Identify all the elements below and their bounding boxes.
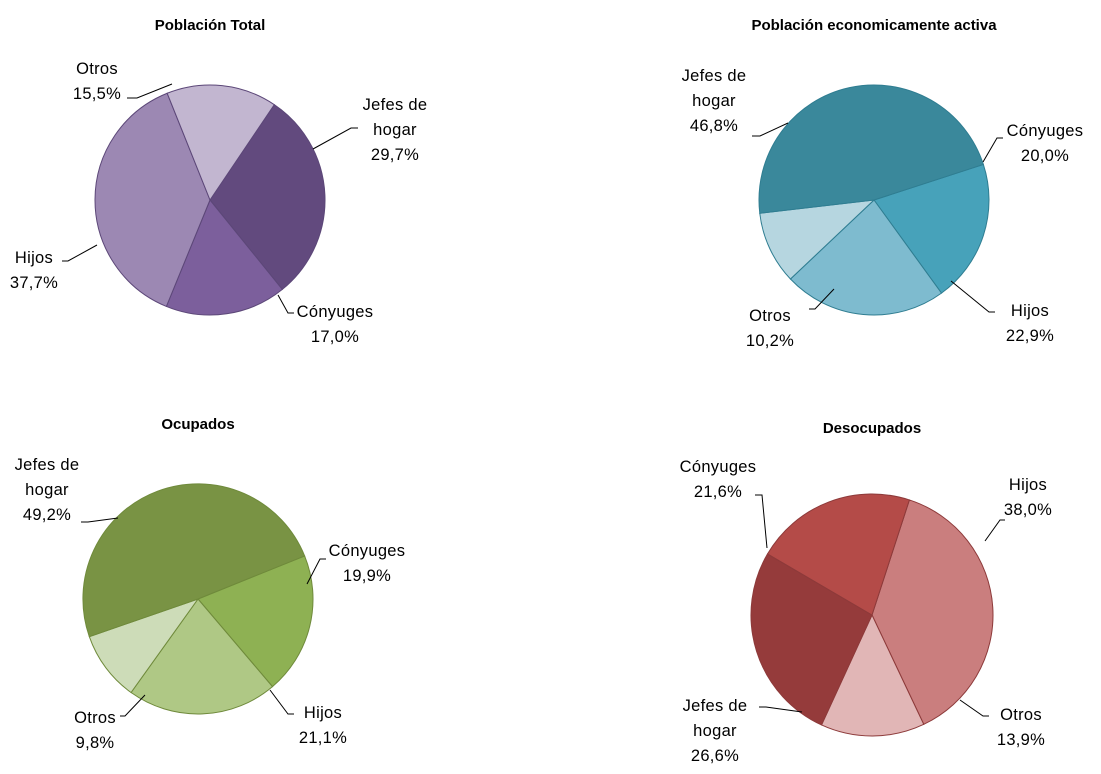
pie-slice-conyuges <box>165 199 284 316</box>
slice-category-label: Hijos <box>1009 476 1047 494</box>
pie-chart-poblacion-total: Población Total Jefes de hogar 29,7% Cónyuge… <box>10 17 428 346</box>
leader-line <box>120 694 146 717</box>
pie-chart-desocupados: Desocupados Hijos 38,0% Otros 13,9% Jefes de h… <box>680 420 1052 765</box>
leader-line <box>277 294 294 314</box>
slice-value-label: 49,2% <box>23 506 71 524</box>
pie-slice-hijos <box>789 199 943 316</box>
leader-line <box>982 137 1003 163</box>
leader-line <box>759 706 803 713</box>
slice-value-label: 13,9% <box>997 731 1045 749</box>
pie-slice-jefes-de-hogar <box>209 103 326 291</box>
slice-category-label: Otros <box>76 60 118 78</box>
slice-value-label: 21,6% <box>694 483 742 501</box>
slice-value-label: 15,5% <box>73 85 121 103</box>
slice-value-label: 20,0% <box>1021 147 1069 165</box>
pie-chart-poblacion-economicamente-activa: Población economicamente activa Cónyuges 2… <box>682 17 1084 350</box>
pie-slice-jefes-de-hogar <box>758 84 985 214</box>
leader-line <box>755 494 768 549</box>
leader-line <box>752 122 789 137</box>
slice-value-label: 38,0% <box>1004 501 1052 519</box>
slice-category-label: Hijos <box>1011 302 1049 320</box>
leader-line <box>312 127 358 150</box>
pie-slice-conyuges <box>197 555 314 688</box>
slice-category-label: Otros <box>749 307 791 325</box>
pie-chart-ocupados: Ocupados Cónyuges 19,9% Hijos 21,1% Otros 9,8%… <box>15 416 406 752</box>
slice-category-label: hogar <box>693 722 737 740</box>
pie-slice-conyuges <box>873 163 990 294</box>
slice-category-label: Jefes de <box>15 456 80 474</box>
slice-value-label: 22,9% <box>1006 327 1054 345</box>
chart-title: Desocupados <box>823 420 921 437</box>
pie-slice-otros <box>166 84 276 202</box>
slice-category-label: hogar <box>373 121 417 139</box>
slice-category-label: Cónyuges <box>329 542 406 560</box>
slice-category-label: hogar <box>692 92 736 110</box>
leader-line <box>950 280 995 313</box>
chart-title: Población economicamente activa <box>751 17 997 34</box>
slice-category-label: Otros <box>1000 706 1042 724</box>
slice-category-label: Otros <box>74 709 116 727</box>
chart-title: Ocupados <box>161 416 234 433</box>
slice-category-label: Jefes de <box>682 67 747 85</box>
leader-line <box>306 558 326 585</box>
leader-line <box>81 517 119 523</box>
slice-value-label: 29,7% <box>371 146 419 164</box>
pie-slice-jefes-de-hogar <box>82 483 306 638</box>
slice-value-label: 9,8% <box>76 734 115 752</box>
slice-value-label: 26,6% <box>691 747 739 765</box>
slice-category-label: Cónyuges <box>680 458 757 476</box>
pie-slice-hijos <box>94 92 211 308</box>
slice-category-label: Cónyuges <box>297 303 374 321</box>
slice-value-label: 21,1% <box>299 729 347 747</box>
pie-slice-hijos <box>130 598 274 715</box>
slice-value-label: 10,2% <box>746 332 794 350</box>
slice-category-label: Hijos <box>15 249 53 267</box>
leader-line <box>62 244 98 262</box>
leader-line <box>269 689 294 715</box>
pie-slice-conyuges <box>766 493 911 616</box>
pie-slice-jefes-de-hogar <box>750 553 873 726</box>
slice-category-label: Jefes de <box>683 697 748 715</box>
leader-line <box>984 519 1005 542</box>
slice-category-label: Jefes de <box>363 96 428 114</box>
pie-slice-otros <box>759 199 876 280</box>
slice-value-label: 17,0% <box>311 328 359 346</box>
slice-category-label: hogar <box>25 481 69 499</box>
leader-line <box>127 83 173 99</box>
pie-slice-hijos <box>871 499 994 726</box>
slice-value-label: 37,7% <box>10 274 58 292</box>
pie-slice-otros <box>820 613 925 737</box>
slice-category-label: Cónyuges <box>1007 122 1084 140</box>
chart-title: Población Total <box>155 17 266 34</box>
slice-value-label: 46,8% <box>690 117 738 135</box>
leader-line <box>959 699 989 717</box>
slice-value-label: 19,9% <box>343 567 391 585</box>
leader-line <box>809 288 835 310</box>
slice-category-label: Hijos <box>304 704 342 722</box>
